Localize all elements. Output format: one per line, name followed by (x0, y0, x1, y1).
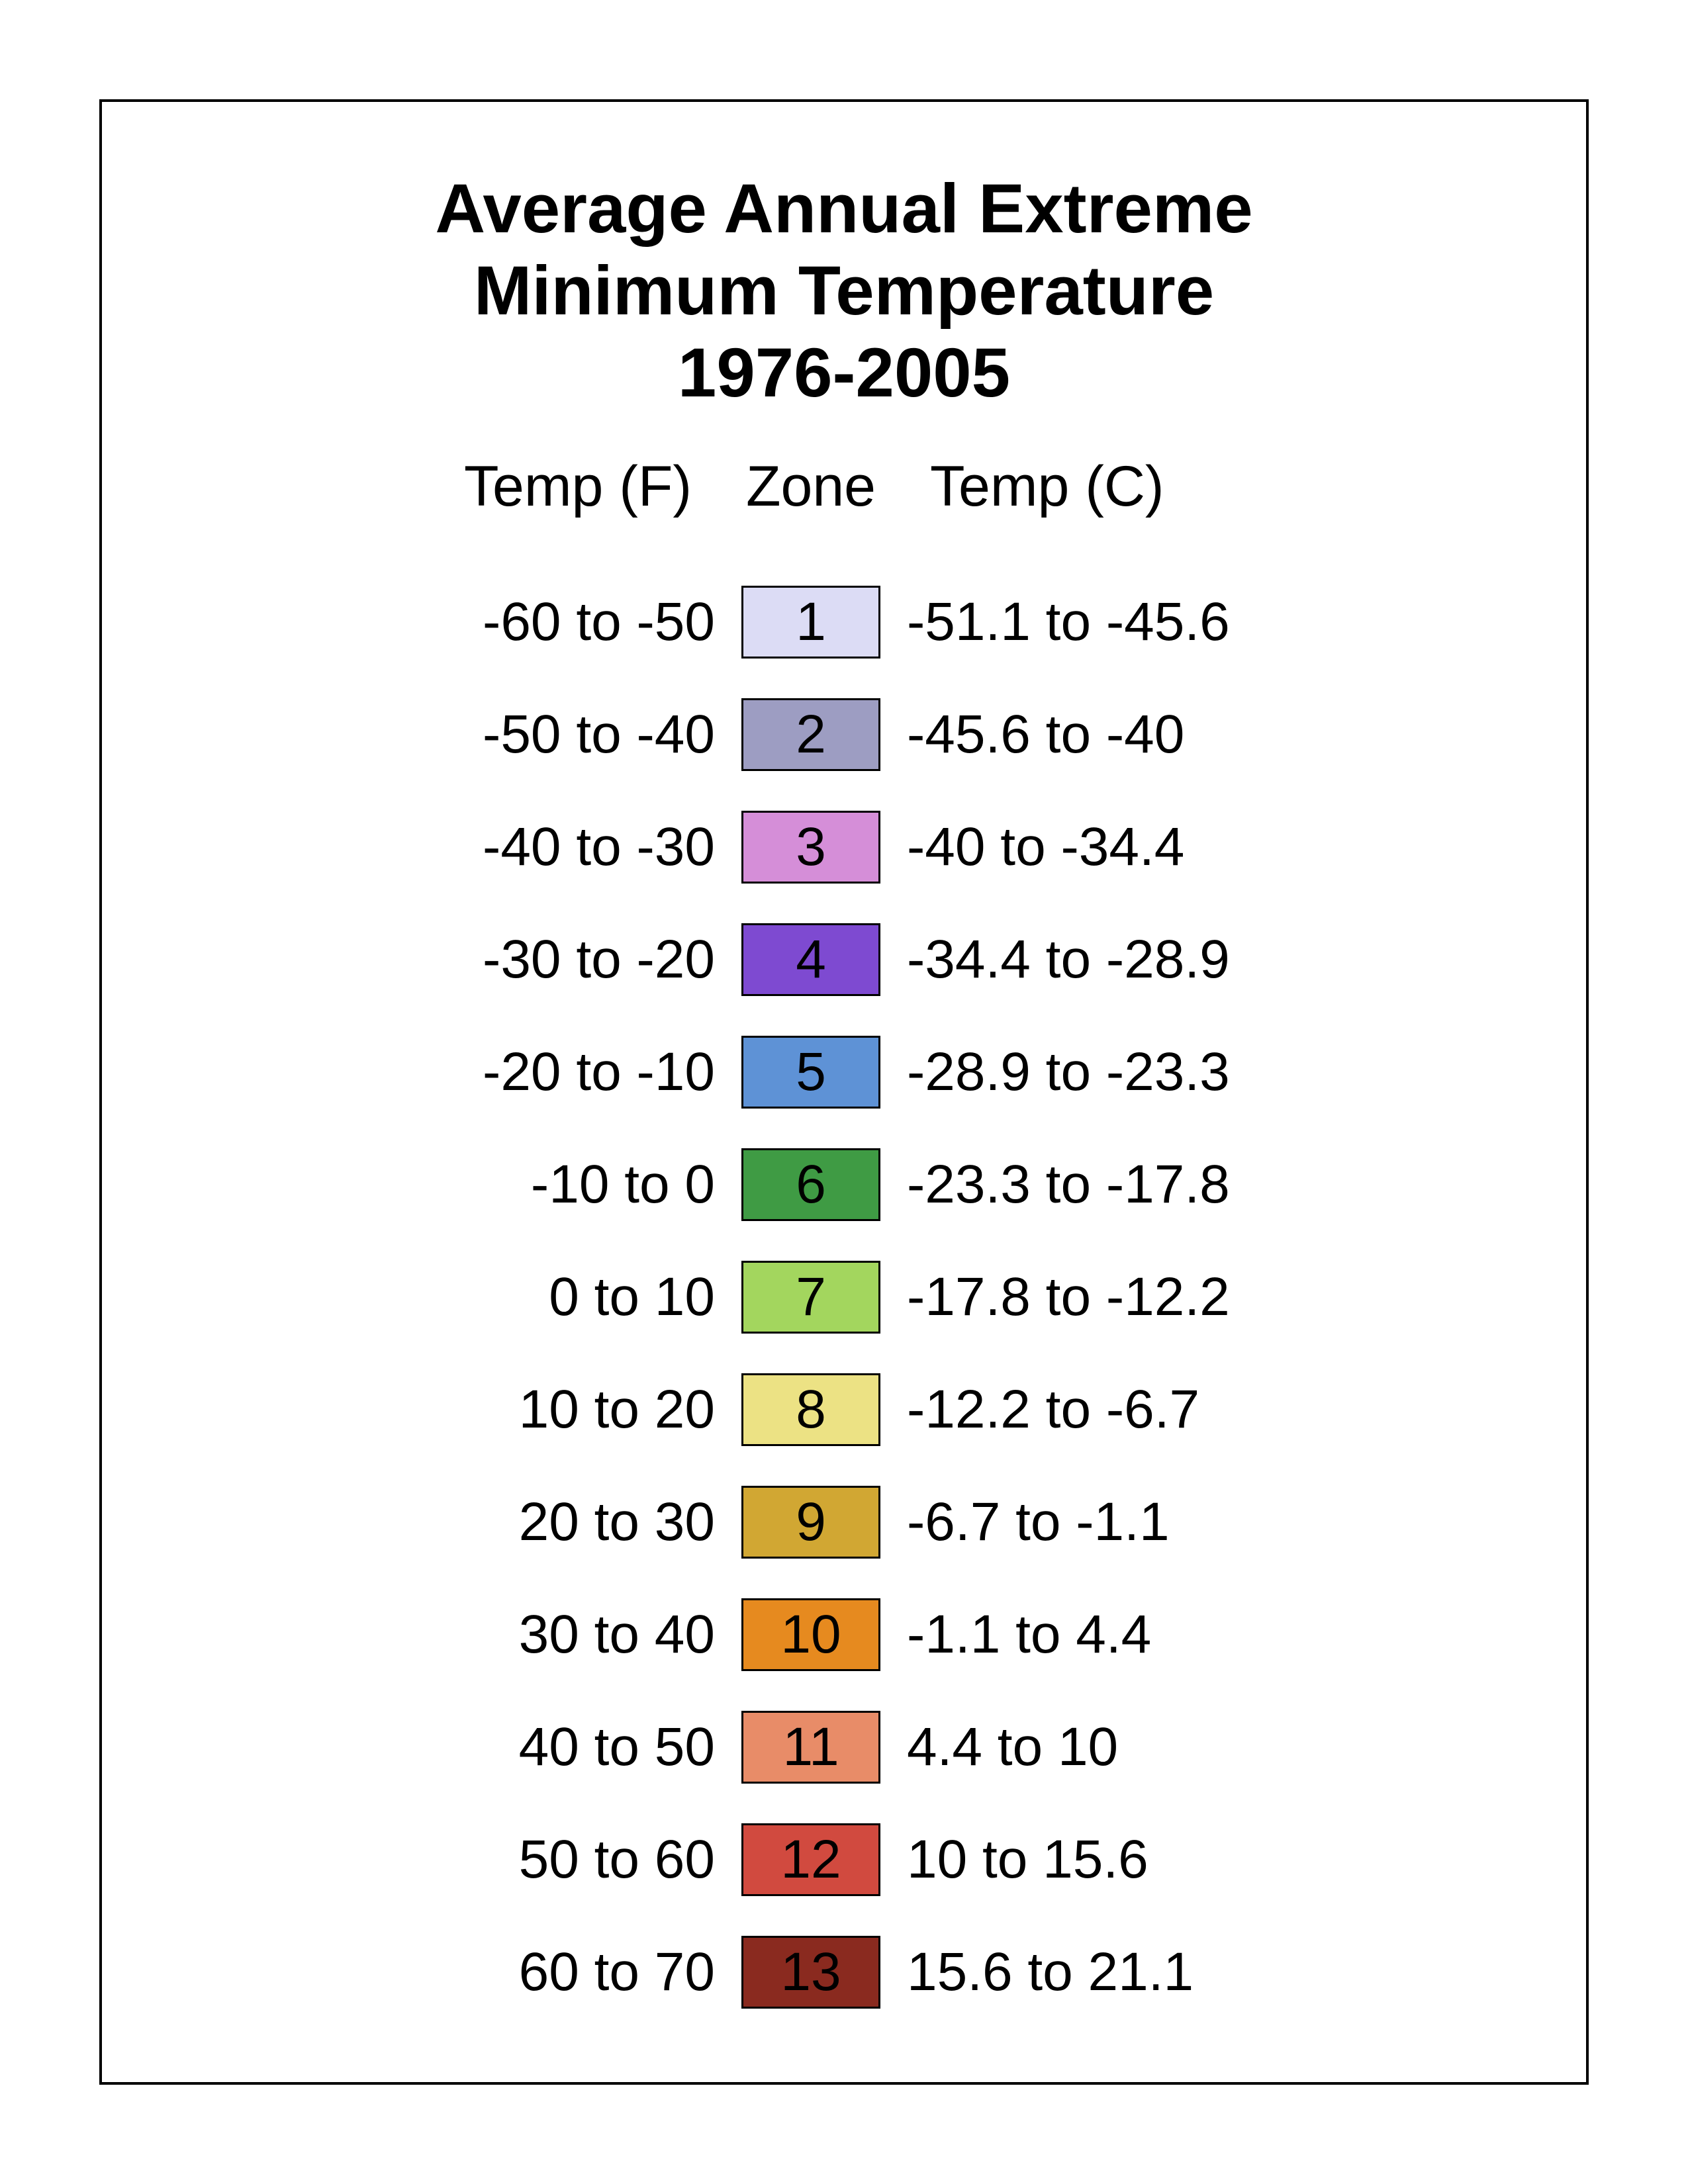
temp-f-value: -40 to -30 (278, 816, 715, 878)
zone-number: 3 (796, 816, 826, 878)
zone-number: 11 (782, 1716, 839, 1778)
legend-row: 0 to 10 7 -17.8 to -12.2 (102, 1241, 1586, 1353)
temp-f-value: -20 to -10 (278, 1041, 715, 1103)
temp-c-value: -34.4 to -28.9 (907, 929, 1410, 991)
content-frame: Average Annual Extreme Minimum Temperatu… (99, 99, 1589, 2085)
temp-c-value: 10 to 15.6 (907, 1829, 1410, 1891)
temp-c-value: 4.4 to 10 (907, 1716, 1410, 1778)
header-zone: Zone (718, 454, 904, 520)
temp-f-value: 0 to 10 (278, 1266, 715, 1328)
zone-number: 5 (796, 1041, 826, 1103)
temp-c-value: 15.6 to 21.1 (907, 1941, 1410, 2003)
zone-number: 6 (796, 1154, 826, 1216)
zone-swatch: 4 (741, 923, 880, 996)
temp-c-value: -51.1 to -45.6 (907, 591, 1410, 653)
zone-swatch: 6 (741, 1148, 880, 1221)
legend-row: -40 to -30 3 -40 to -34.4 (102, 791, 1586, 903)
legend-rows: -60 to -50 1 -51.1 to -45.6 -50 to -40 2 -45.… (102, 566, 1586, 2028)
legend-row: 30 to 40 10 -1.1 to 4.4 (102, 1578, 1586, 1691)
legend-row: -60 to -50 1 -51.1 to -45.6 (102, 566, 1586, 678)
legend-row: 60 to 70 13 15.6 to 21.1 (102, 1916, 1586, 2028)
zone-number: 9 (796, 1491, 826, 1553)
zone-number: 1 (796, 591, 826, 653)
zone-swatch: 3 (741, 811, 880, 884)
temp-f-value: 40 to 50 (278, 1716, 715, 1778)
zone-swatch: 7 (741, 1261, 880, 1334)
temp-c-value: -17.8 to -12.2 (907, 1266, 1410, 1328)
zone-swatch: 8 (741, 1373, 880, 1446)
temp-f-value: 50 to 60 (278, 1829, 715, 1891)
zone-number: 13 (780, 1941, 841, 2003)
legend-row: -20 to -10 5 -28.9 to -23.3 (102, 1016, 1586, 1128)
temp-c-value: -40 to -34.4 (907, 816, 1410, 878)
header-temp-f: Temp (F) (255, 454, 692, 520)
temp-c-value: -23.3 to -17.8 (907, 1154, 1410, 1216)
legend-row: 20 to 30 9 -6.7 to -1.1 (102, 1466, 1586, 1578)
zone-swatch: 11 (741, 1711, 880, 1784)
title-line-3: 1976-2005 (102, 332, 1586, 414)
temp-f-value: -60 to -50 (278, 591, 715, 653)
temp-f-value: 10 to 20 (278, 1379, 715, 1441)
temp-c-value: -6.7 to -1.1 (907, 1491, 1410, 1553)
temp-c-value: -45.6 to -40 (907, 704, 1410, 766)
zone-swatch: 5 (741, 1036, 880, 1109)
zone-swatch: 9 (741, 1486, 880, 1559)
zone-number: 10 (780, 1604, 841, 1666)
zone-swatch: 1 (741, 586, 880, 659)
zone-number: 7 (796, 1266, 826, 1328)
zone-swatch: 2 (741, 698, 880, 771)
title-line-2: Minimum Temperature (102, 250, 1586, 332)
temp-f-value: -30 to -20 (278, 929, 715, 991)
column-headers: Temp (F) Zone Temp (C) (102, 454, 1586, 520)
zone-number: 2 (796, 704, 826, 766)
title-line-1: Average Annual Extreme (102, 168, 1586, 250)
zone-number: 8 (796, 1379, 826, 1441)
temp-c-value: -28.9 to -23.3 (907, 1041, 1410, 1103)
legend-row: 10 to 20 8 -12.2 to -6.7 (102, 1353, 1586, 1466)
zone-number: 12 (780, 1829, 841, 1891)
zone-number: 4 (796, 929, 826, 991)
temp-f-value: 20 to 30 (278, 1491, 715, 1553)
legend-row: 50 to 60 12 10 to 15.6 (102, 1803, 1586, 1916)
temp-c-value: -1.1 to 4.4 (907, 1604, 1410, 1666)
legend-row: 40 to 50 11 4.4 to 10 (102, 1691, 1586, 1803)
temp-f-value: -50 to -40 (278, 704, 715, 766)
temp-f-value: -10 to 0 (278, 1154, 715, 1216)
temp-f-value: 30 to 40 (278, 1604, 715, 1666)
page: Average Annual Extreme Minimum Temperatu… (0, 0, 1688, 2184)
header-temp-c: Temp (C) (930, 454, 1433, 520)
zone-swatch: 13 (741, 1936, 880, 2009)
legend-row: -10 to 0 6 -23.3 to -17.8 (102, 1128, 1586, 1241)
temp-c-value: -12.2 to -6.7 (907, 1379, 1410, 1441)
zone-swatch: 12 (741, 1823, 880, 1896)
legend-row: -50 to -40 2 -45.6 to -40 (102, 678, 1586, 791)
chart-title: Average Annual Extreme Minimum Temperatu… (102, 168, 1586, 414)
temp-f-value: 60 to 70 (278, 1941, 715, 2003)
legend-row: -30 to -20 4 -34.4 to -28.9 (102, 903, 1586, 1016)
zone-swatch: 10 (741, 1598, 880, 1671)
